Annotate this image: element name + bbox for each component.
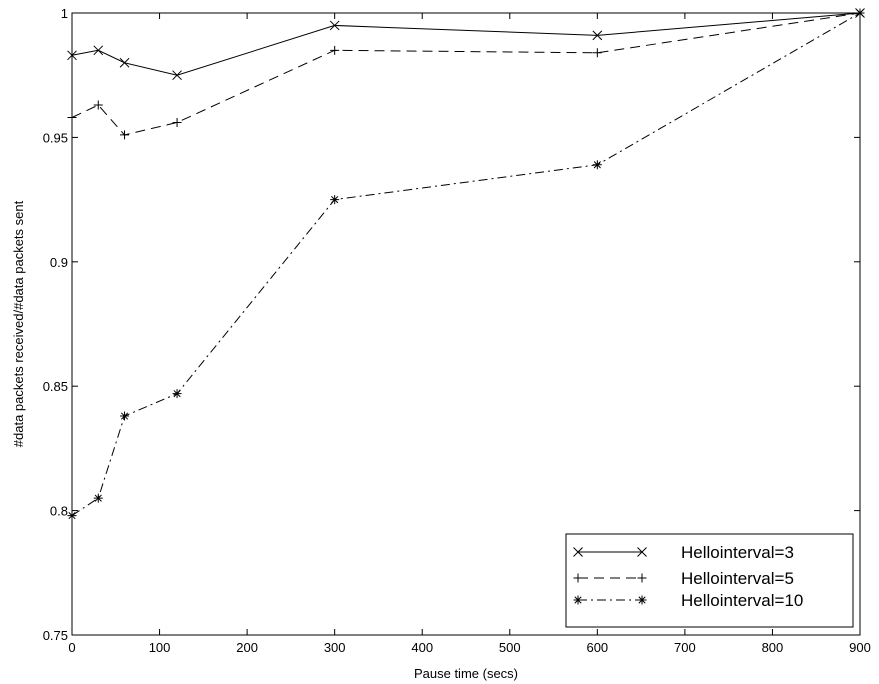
legend-box — [565, 533, 854, 628]
legend: Hellointerval=3 Hellointerval=5 Hellointer… — [565, 533, 854, 628]
plot-frame — [71, 12, 861, 636]
x-axis-title: Pause time (secs) — [414, 666, 518, 681]
series-layer — [67, 8, 865, 521]
data-point-marker — [120, 130, 130, 140]
data-point-marker — [330, 195, 340, 205]
y-tick-label: 0.8 — [50, 504, 68, 519]
data-point-marker — [67, 112, 77, 122]
series-3 — [67, 8, 865, 521]
data-point-marker — [330, 45, 340, 55]
y-tick-label: 1 — [61, 6, 68, 21]
x-tick-label: 700 — [674, 640, 696, 655]
data-point-marker — [93, 493, 103, 503]
y-axis-title: #data packets received/#data packets sen… — [11, 200, 26, 447]
y-tick-label: 0.75 — [43, 628, 68, 643]
data-point-marker — [119, 57, 130, 68]
data-point-marker — [172, 117, 182, 127]
axis-ticks: 0 100 200 300 400 500 600 700 800 900 0.75 0.8 0.85 0… — [43, 6, 871, 655]
data-point-marker — [93, 100, 103, 110]
data-point-marker — [172, 389, 182, 399]
data-point-marker — [637, 595, 647, 605]
x-tick-label: 600 — [586, 640, 608, 655]
x-tick-label: 400 — [411, 640, 433, 655]
legend-label: Hellointerval=3 — [681, 543, 794, 562]
y-tick-label: 0.9 — [50, 255, 68, 270]
data-point-marker — [592, 160, 602, 170]
data-point-marker — [637, 573, 647, 583]
data-point-marker — [637, 547, 647, 557]
data-point-marker — [67, 511, 77, 521]
legend-label: Hellointerval=5 — [681, 569, 794, 588]
data-point-marker — [67, 50, 77, 61]
data-point-marker — [592, 48, 602, 58]
data-point-marker — [573, 573, 583, 583]
x-tick-label: 500 — [499, 640, 521, 655]
data-point-marker — [329, 20, 340, 31]
legend-entry: Hellointerval=5 — [573, 569, 794, 588]
y-tick-label: 0.85 — [43, 379, 68, 394]
legend-label: Hellointerval=10 — [681, 591, 803, 610]
x-tick-label: 900 — [849, 640, 871, 655]
x-tick-label: 0 — [68, 640, 75, 655]
data-point-marker — [120, 411, 130, 421]
data-point-marker — [172, 70, 182, 81]
data-point-marker — [855, 8, 865, 18]
legend-entry: Hellointerval=10 — [573, 591, 803, 610]
data-point-marker — [592, 30, 603, 41]
legend-entry: Hellointerval=3 — [573, 543, 794, 562]
x-tick-label: 200 — [236, 640, 258, 655]
x-tick-label: 800 — [762, 640, 784, 655]
data-point-marker — [573, 547, 583, 557]
x-tick-label: 300 — [324, 640, 346, 655]
data-point-marker — [573, 595, 583, 605]
y-tick-label: 0.95 — [43, 130, 68, 145]
data-point-marker — [93, 45, 104, 56]
x-tick-label: 100 — [149, 640, 171, 655]
